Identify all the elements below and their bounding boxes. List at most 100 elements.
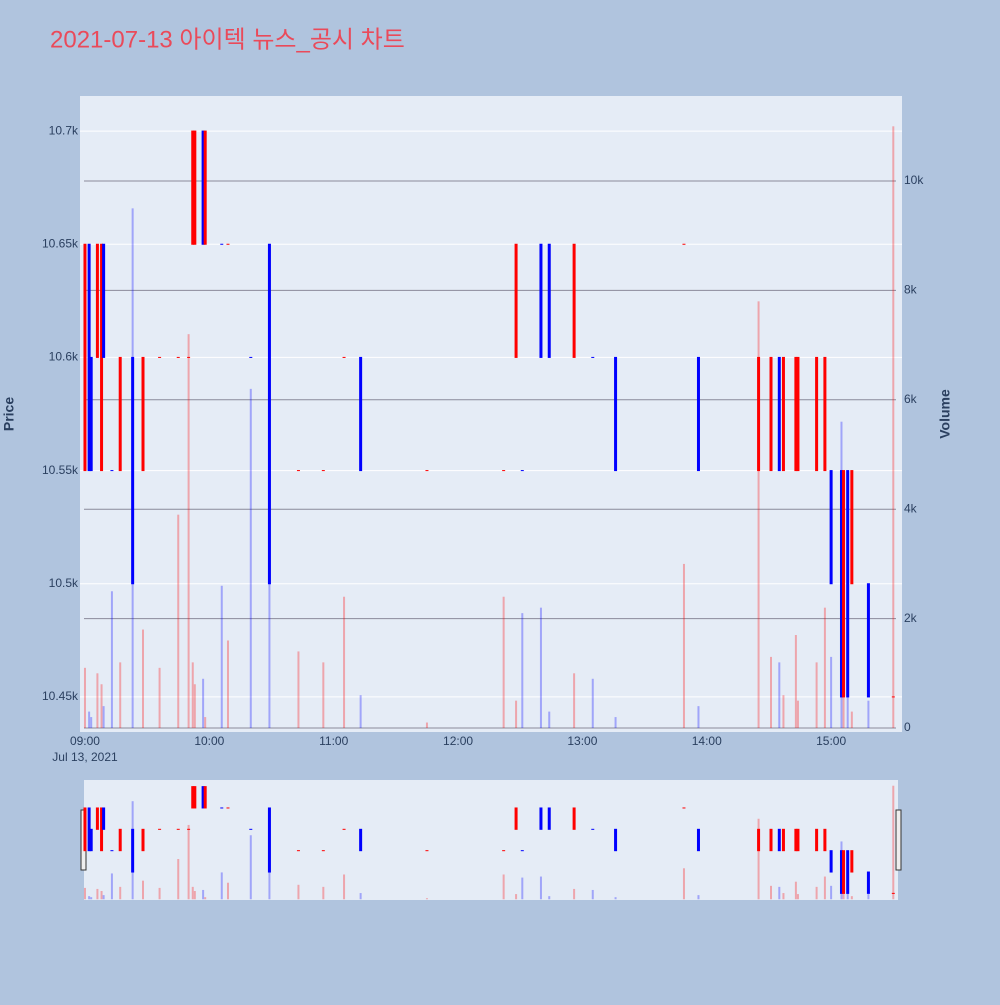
rangeslider-candle-body [829,850,833,873]
rangeslider-volume-bar [548,896,551,900]
y-tick-label: 10.55k [42,463,79,477]
candle-body [539,243,543,358]
rangeslider-candle-body [682,807,686,809]
volume-bar [867,700,870,729]
candle-body [520,470,524,472]
volume-bar [202,678,205,729]
rangeslider-candle-body [87,807,91,852]
x-tick-label: 14:00 [692,734,722,748]
volume-bar [796,700,799,729]
rangeslider-candle-body [102,807,106,830]
candle-body [118,356,122,472]
rangeslider[interactable] [84,780,898,900]
volume-bar [782,695,785,729]
rangeslider-candle-body [118,828,122,852]
candle-body [769,356,773,472]
candle-body [781,356,785,472]
y-tick-label: 10.7k [49,123,79,137]
rangeslider-volume-bar [193,890,196,900]
candle-body [203,130,207,245]
volume-bar [110,591,113,729]
rangeslider-candle-body [203,786,207,809]
candle-body [547,243,551,358]
volume-bar [614,717,617,729]
rangeslider-volume-bar [158,887,161,900]
rangeslider-volume-bar [682,868,685,900]
candle-body [682,243,686,245]
rangeslider-volume-bar [850,896,853,900]
candle-body [193,130,197,245]
x-tick-label: 12:00 [443,734,473,748]
rangeslider-volume-bar [573,888,576,900]
y2-tick-label: 2k [904,611,918,625]
volume-bar [220,585,223,729]
rangeslider-volume-bar [202,889,205,900]
y2-tick-label: 8k [904,283,918,297]
candle-body [201,130,205,245]
rangeslider-volume-bar [794,881,797,900]
rangeslider-candle-body [321,850,325,852]
rangeslider-volume-bar [591,889,594,900]
y-axis-title: Price [1,397,17,431]
rangeslider-candle-body [850,850,854,873]
candle-body [846,470,850,698]
rangeslider-volume-bar [268,857,271,900]
y-tick-label: 10.6k [49,350,79,364]
candle-body [425,470,429,472]
rangeslider-candle-body [539,807,543,830]
rangeslider-volume-bar [359,893,362,900]
volume-bar [100,684,103,729]
candle-body [591,356,595,358]
rangeslider-volume-bar [96,888,99,900]
rangeslider-volume-bar [88,896,91,900]
rangeslider-candle-body [572,807,576,830]
rangeslider-candle-body [220,807,224,809]
rangeslider-candle-body [815,828,819,852]
volume-bar [158,667,161,729]
candle-body [141,356,145,472]
volume-bar [502,596,505,729]
candle-body [842,470,846,698]
rangeslider-candle-body [514,807,518,830]
rangeslider-volume-bar [177,858,180,900]
rangeslider-candle-body [249,828,253,830]
volume-bar [204,717,207,729]
volume-bar [682,563,685,729]
volume-bar [591,678,594,729]
rangeslider-volume-bar [297,884,300,900]
rangeslider-volume-bar [119,886,122,900]
rangeslider-candle-body [267,807,271,873]
rangeslider-candle-body [296,850,300,852]
rangeslider-candle-body [226,807,230,809]
rangeslider-volume-bar [102,895,105,900]
x-axis-sublabel: Jul 13, 2021 [52,750,118,764]
candle-body [102,243,106,358]
volume-bar [521,613,524,729]
rangeslider-volume-bar [83,887,86,900]
y2-axis-title: Volume [937,389,953,439]
rangeslider-candle-body [502,850,506,852]
rangeslider-candle-body [110,850,114,852]
candle-body [572,243,576,358]
volume-bar [187,334,190,729]
candle-body [839,470,843,698]
volume-bar [770,656,773,729]
rangeslider-candle-body [846,850,850,894]
candle-body [226,243,230,245]
volume-bar [268,509,271,729]
candle-body [87,243,91,472]
volume-bar [191,662,194,729]
volume-bar [794,635,797,729]
rangeslider-volume-bar [867,894,870,900]
volume-bar [226,640,229,729]
rangeslider-volume-bar [614,897,617,900]
rangeslider-volume-bar [187,824,190,900]
rangeslider-candle-body [176,828,180,830]
plot-layer: 10.45k 10.5k 10.55k 10.6k 10.65k 10.7k 0 2k 4k 6k… [42,123,924,900]
volume-bar [515,700,518,729]
rangeslider-handle[interactable] [895,809,902,871]
rangeslider-volume-bar [815,886,818,900]
rangeslider-volume-bar [343,874,346,900]
candle-body [176,356,180,358]
